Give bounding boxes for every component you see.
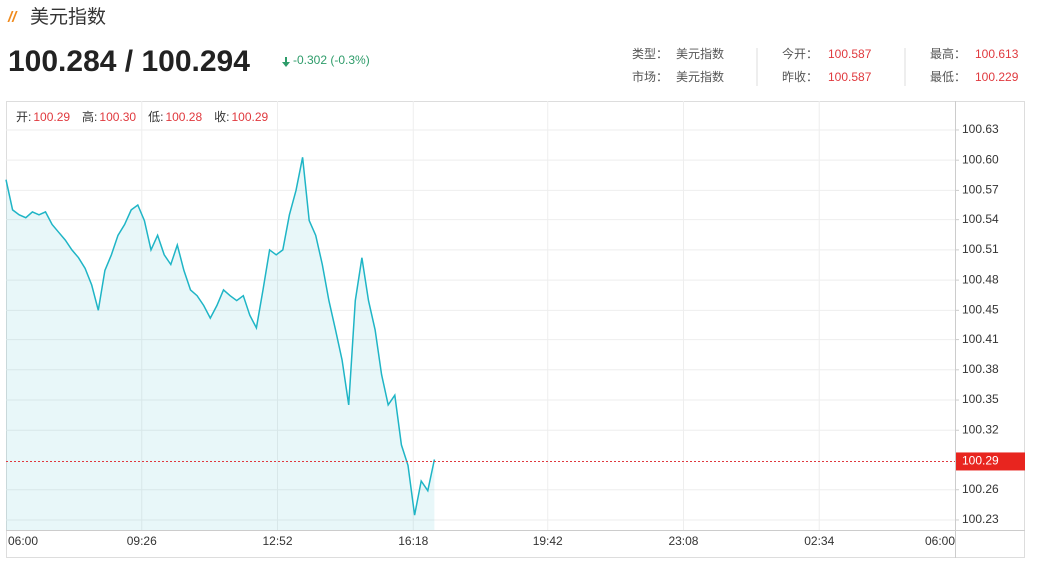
ohlc-label: 收: (214, 110, 229, 124)
ohlc-label: 高: (82, 109, 97, 124)
y-tick-label: 100.26 (962, 482, 999, 496)
y-tick-label: 100.45 (962, 303, 999, 317)
info-label: 类型： (632, 47, 668, 61)
info-value: 美元指数 (676, 69, 724, 84)
x-tick-label: 06:00 (8, 534, 38, 548)
area-fill (6, 157, 435, 531)
last-price-box (956, 452, 1025, 471)
y-tick-label: 100.23 (962, 512, 999, 526)
logo-icon: // (7, 9, 18, 26)
last-price-label: 100.29 (962, 454, 999, 468)
y-tick-label: 100.48 (962, 272, 999, 286)
x-tick-label: 19:42 (533, 534, 563, 548)
y-tick-label: 100.35 (962, 392, 999, 406)
x-tick-label: 12:52 (263, 534, 293, 548)
price-line (5, 157, 436, 516)
ohlc-value: 100.28 (165, 110, 202, 124)
x-tick-label: 23:08 (668, 534, 698, 548)
chart-frame (6, 101, 1025, 558)
ohlc-value: 100.29 (33, 110, 70, 124)
x-tick-label: 02:34 (804, 534, 834, 548)
info-value: 100.229 (975, 70, 1019, 84)
y-tick-label: 100.57 (962, 183, 999, 197)
y-tick-label: 100.54 (962, 212, 999, 226)
ohlc-value: 100.29 (231, 110, 268, 124)
change: -0.302 (-0.3%) (293, 53, 370, 67)
info-label: 市场： (632, 69, 668, 84)
down-arrow (282, 57, 290, 67)
y-tick-label: 100.51 (962, 242, 999, 256)
info-label: 最低： (930, 70, 966, 84)
x-tick-label: 06:00 (925, 534, 955, 548)
info-value: 100.613 (975, 47, 1019, 61)
ohlc-label: 开: (16, 110, 31, 124)
info-value: 100.587 (828, 47, 872, 61)
info-label: 最高： (930, 46, 966, 61)
page-title: 美元指数 (30, 6, 106, 28)
info-label: 昨收： (782, 70, 818, 84)
info-label: 今开： (782, 46, 818, 61)
info-value: 100.587 (828, 70, 872, 84)
info-value: 美元指数 (676, 46, 724, 61)
y-tick-label: 100.41 (962, 332, 999, 346)
y-tick-label: 100.38 (962, 362, 999, 376)
y-tick-label: 100.63 (962, 122, 999, 136)
ohlc-label: 低: (148, 110, 163, 124)
x-tick-label: 09:26 (127, 534, 157, 548)
price: 100.284 / 100.294 (8, 45, 250, 78)
ohlc-value: 100.30 (99, 110, 136, 124)
y-tick-label: 100.32 (962, 422, 999, 436)
x-tick-label: 16:18 (398, 534, 428, 548)
y-tick-label: 100.60 (962, 152, 999, 166)
